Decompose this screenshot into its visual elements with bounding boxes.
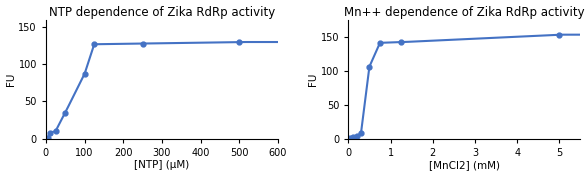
X-axis label: [NTP] (μM): [NTP] (μM) [134,161,189,170]
Y-axis label: FU: FU [5,73,16,86]
Title: Mn++ dependence of Zika RdRp activity: Mn++ dependence of Zika RdRp activity [344,6,585,18]
Title: NTP dependence of Zika RdRp activity: NTP dependence of Zika RdRp activity [49,6,275,18]
X-axis label: [MnCl2] (mM): [MnCl2] (mM) [429,161,500,170]
Y-axis label: FU: FU [308,73,318,86]
